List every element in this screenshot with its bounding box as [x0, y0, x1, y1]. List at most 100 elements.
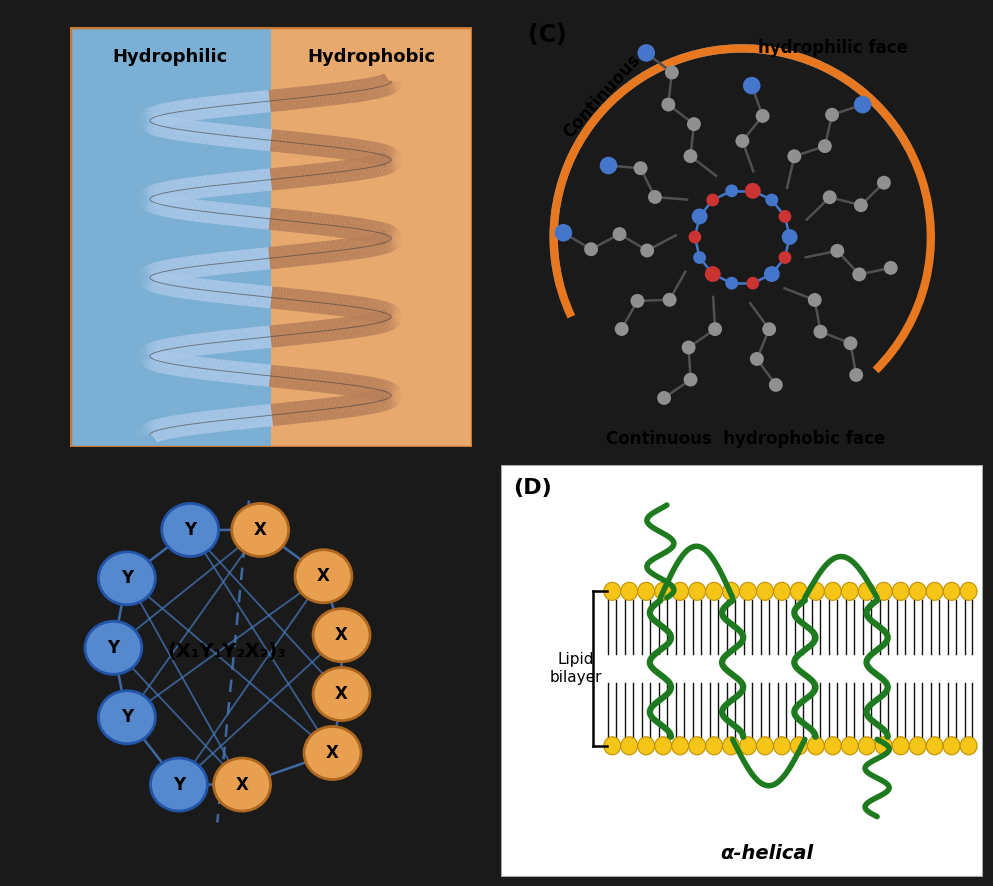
Text: X: X [254, 521, 267, 539]
Point [682, 372, 698, 386]
Point [817, 139, 833, 153]
Point [745, 183, 761, 198]
Point [829, 244, 845, 258]
Point [614, 322, 630, 336]
Point [764, 193, 780, 207]
Point [762, 323, 778, 337]
Circle shape [774, 582, 790, 601]
Point [630, 294, 645, 308]
Point [824, 108, 840, 122]
Point [842, 336, 858, 350]
Circle shape [723, 582, 740, 601]
Circle shape [790, 582, 807, 601]
Point [822, 190, 838, 205]
Point [656, 391, 672, 405]
Text: Continuous  hydrophobic face: Continuous hydrophobic face [606, 430, 886, 447]
Point [755, 109, 771, 123]
Circle shape [98, 691, 155, 743]
Circle shape [654, 582, 671, 601]
Circle shape [841, 737, 858, 755]
Circle shape [213, 758, 271, 811]
Text: X: X [317, 567, 330, 586]
Circle shape [723, 737, 740, 755]
Point [583, 242, 599, 256]
Circle shape [943, 582, 960, 601]
Circle shape [231, 503, 289, 556]
Circle shape [740, 737, 757, 755]
Circle shape [757, 737, 774, 755]
Text: Y: Y [121, 708, 133, 727]
Circle shape [689, 737, 705, 755]
Circle shape [671, 737, 688, 755]
Text: Y: Y [184, 521, 197, 539]
Point [612, 227, 628, 241]
Text: Y: Y [107, 639, 119, 657]
Circle shape [960, 737, 977, 755]
Point [768, 377, 783, 392]
Circle shape [671, 582, 688, 601]
Point [851, 268, 867, 282]
Point [764, 267, 780, 281]
Circle shape [621, 582, 638, 601]
Circle shape [654, 737, 671, 755]
Text: Lipid
bilayer: Lipid bilayer [550, 652, 603, 686]
Circle shape [162, 503, 218, 556]
Point [749, 352, 765, 366]
Text: X: X [335, 626, 348, 644]
Text: Hydrophobic: Hydrophobic [307, 48, 435, 66]
Circle shape [774, 737, 790, 755]
Point [781, 230, 797, 245]
Point [692, 209, 708, 223]
Point [680, 340, 696, 354]
Point [664, 66, 680, 80]
Text: Y: Y [173, 775, 185, 794]
Text: Hydrophilic: Hydrophilic [112, 48, 227, 66]
Point [555, 226, 571, 240]
Text: Continuous: Continuous [560, 51, 644, 142]
Point [682, 149, 698, 163]
Circle shape [740, 582, 757, 601]
Circle shape [98, 552, 155, 605]
Point [744, 79, 760, 93]
Circle shape [621, 737, 638, 755]
Text: X: X [235, 775, 248, 794]
Circle shape [638, 737, 654, 755]
Circle shape [910, 737, 926, 755]
Point [705, 193, 721, 207]
Point [724, 276, 740, 291]
Circle shape [689, 582, 705, 601]
Circle shape [858, 737, 875, 755]
Circle shape [757, 582, 774, 601]
Point [853, 198, 869, 213]
Point [777, 209, 792, 223]
Point [848, 368, 864, 382]
Point [745, 276, 761, 291]
Circle shape [150, 758, 208, 811]
Point [661, 292, 677, 307]
Text: hydrophilic face: hydrophilic face [759, 39, 909, 57]
Circle shape [841, 582, 858, 601]
Circle shape [943, 737, 960, 755]
Point [660, 97, 676, 112]
Point [812, 324, 828, 338]
Point [735, 134, 751, 148]
Circle shape [304, 727, 361, 780]
Point [692, 251, 708, 265]
Text: (C): (C) [528, 23, 567, 47]
Text: (D): (D) [513, 478, 552, 498]
Text: X: X [326, 744, 339, 762]
Circle shape [604, 582, 621, 601]
Circle shape [960, 582, 977, 601]
Point [807, 293, 823, 307]
Text: (X₁Y₁Y₂X₂)₃: (X₁Y₁Y₂X₂)₃ [167, 642, 286, 662]
Point [687, 230, 703, 245]
Circle shape [824, 582, 841, 601]
Point [707, 322, 723, 336]
Text: X: X [335, 685, 348, 703]
Circle shape [893, 582, 910, 601]
Circle shape [893, 737, 910, 755]
Circle shape [807, 737, 824, 755]
Point [633, 161, 648, 175]
Circle shape [706, 737, 723, 755]
Circle shape [876, 737, 892, 755]
